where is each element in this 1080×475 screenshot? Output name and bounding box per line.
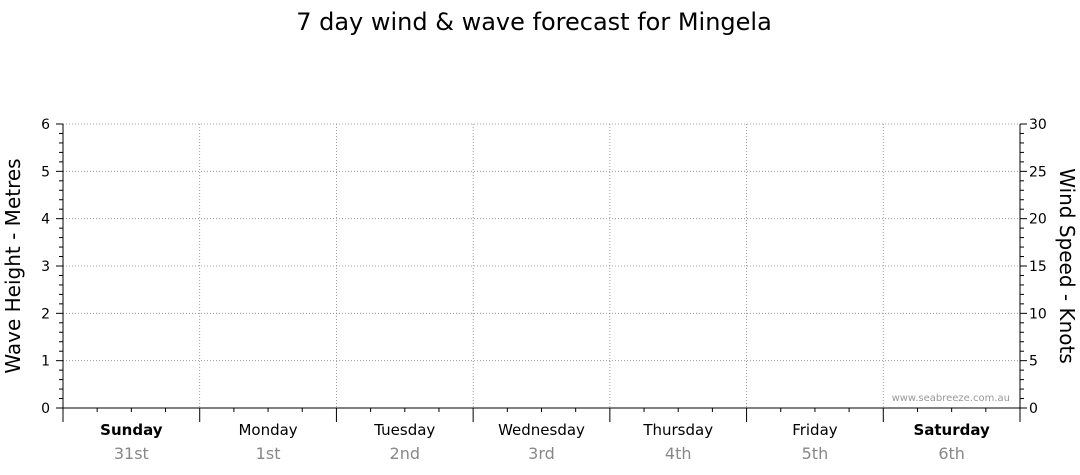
right-tick-label: 25	[1029, 164, 1047, 180]
day-date-label: 6th	[938, 444, 965, 463]
day-name-label: Sunday	[100, 421, 163, 439]
axis-layer	[56, 123, 1027, 422]
day-name-label: Saturday	[913, 421, 990, 439]
day-name-label: Tuesday	[373, 421, 435, 439]
right-tick-label: 5	[1029, 354, 1038, 370]
day-date-label: 2nd	[390, 444, 420, 463]
day-name-label: Thursday	[642, 421, 713, 439]
left-tick-label: 0	[41, 401, 50, 417]
day-labels: Sunday 31st Monday 1st Tuesday 2nd Wednesday 3r…	[100, 421, 990, 463]
day-date-label: 4th	[665, 444, 692, 463]
day-date-label: 31st	[114, 444, 149, 463]
left-axis-label: Wave Height - Metres	[1, 158, 25, 373]
day-name-label: Friday	[792, 421, 838, 439]
left-tick-label: 3	[41, 259, 50, 275]
right-tick-label: 20	[1029, 212, 1047, 228]
chart-title: 7 day wind & wave forecast for Mingela	[296, 8, 772, 36]
right-tick-label: 15	[1029, 259, 1047, 275]
left-tick-labels: 0 1 2 3 4 5 6	[41, 117, 50, 417]
right-axis-label: Wind Speed - Knots	[1055, 168, 1079, 364]
day-date-label: 1st	[256, 444, 281, 463]
day-date-label: 5th	[802, 444, 829, 463]
day-name-label: Monday	[238, 421, 297, 439]
right-tick-label: 0	[1029, 401, 1038, 417]
right-tick-label: 30	[1029, 117, 1047, 133]
day-name-label: Wednesday	[498, 421, 585, 439]
left-tick-label: 4	[41, 212, 50, 228]
right-tick-labels: 0 5 10 15 20 25 30	[1029, 117, 1047, 417]
left-tick-label: 6	[41, 117, 50, 133]
day-date-label: 3rd	[528, 444, 555, 463]
watermark: www.seabreeze.com.au	[892, 393, 1010, 404]
left-tick-label: 5	[41, 164, 50, 180]
right-tick-label: 10	[1029, 306, 1047, 322]
left-tick-label: 2	[41, 306, 50, 322]
left-tick-label: 1	[41, 354, 50, 370]
grid-layer	[63, 123, 1020, 408]
